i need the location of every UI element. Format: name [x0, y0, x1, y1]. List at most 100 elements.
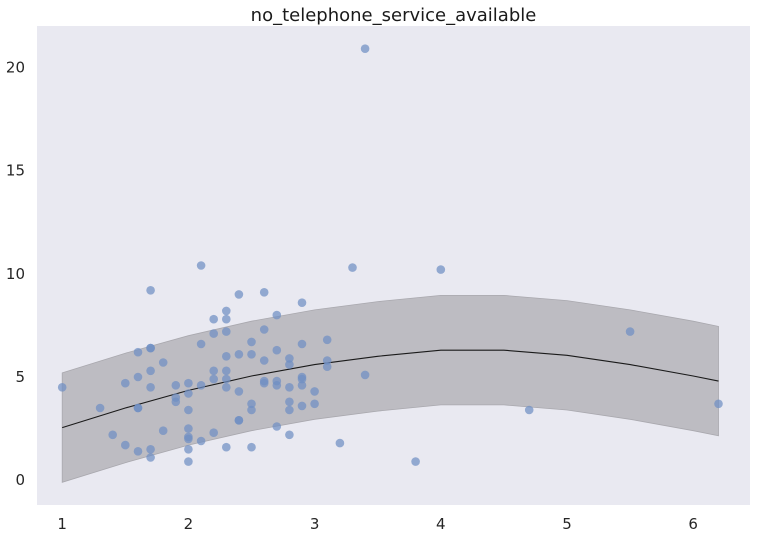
data-point: [171, 397, 181, 407]
data-point: [146, 453, 155, 462]
data-point: [259, 288, 269, 297]
y-tick-label: 15: [6, 162, 25, 180]
data-point: [133, 447, 143, 456]
data-point: [625, 327, 635, 336]
data-point: [184, 457, 193, 466]
data-point: [247, 350, 256, 359]
data-point: [121, 440, 130, 450]
data-point: [272, 381, 282, 390]
data-point: [146, 343, 155, 353]
data-point: [146, 445, 155, 454]
data-point: [285, 405, 294, 415]
data-point: [196, 339, 206, 349]
data-point: [272, 422, 282, 431]
data-point: [322, 362, 332, 372]
data-point: [158, 358, 168, 367]
data-point: [285, 360, 294, 369]
data-point: [247, 405, 256, 415]
x-tick-labels: 1 2 3 4 5 6: [57, 515, 698, 533]
data-point: [184, 424, 193, 433]
confidence-band-layer: [61, 295, 719, 483]
data-point: [285, 354, 294, 363]
data-point: [209, 366, 218, 376]
data-point: [297, 381, 307, 390]
data-point: [310, 399, 319, 409]
data-point: [222, 327, 231, 336]
data-point: [184, 405, 193, 415]
data-point: [297, 298, 307, 308]
data-point: [133, 403, 143, 413]
x-tick-label: 3: [310, 515, 320, 533]
data-point: [234, 290, 244, 299]
data-point: [297, 374, 307, 384]
data-point: [171, 381, 181, 390]
data-point: [259, 325, 269, 334]
data-point: [209, 329, 218, 338]
data-point: [121, 378, 130, 388]
data-point: [285, 397, 294, 407]
data-point: [57, 383, 67, 392]
data-point: [196, 436, 206, 446]
y-tick-labels: 0 5 10 15 20: [6, 58, 25, 489]
data-point: [247, 442, 256, 452]
points-layer: [57, 44, 723, 466]
data-point: [222, 306, 231, 316]
data-point: [524, 405, 534, 415]
data-point: [272, 310, 282, 320]
data-point: [285, 430, 294, 440]
data-point: [247, 337, 256, 347]
data-point: [348, 263, 357, 272]
y-tick-label: 10: [6, 265, 25, 283]
data-point: [146, 286, 155, 295]
y-tick-label: 0: [15, 471, 25, 489]
fit-line: [62, 349, 719, 429]
data-point: [360, 370, 370, 380]
data-point: [335, 438, 345, 448]
data-point: [95, 403, 105, 413]
data-point: [234, 350, 244, 359]
confidence-band: [61, 295, 719, 483]
data-point: [411, 457, 420, 466]
x-tick-label: 2: [184, 515, 194, 533]
y-tick-label: 5: [15, 368, 25, 386]
data-point: [133, 347, 143, 357]
data-point: [209, 374, 218, 384]
data-point: [322, 335, 332, 345]
data-point: [322, 356, 332, 365]
data-point: [297, 401, 307, 411]
data-point: [196, 261, 206, 270]
data-point: [184, 434, 193, 444]
data-point: [714, 399, 723, 409]
data-point: [259, 356, 269, 365]
data-point: [297, 339, 307, 349]
data-point: [247, 399, 256, 409]
data-point: [222, 374, 231, 384]
x-tick-label: 4: [436, 515, 446, 533]
data-point: [234, 416, 244, 425]
data-point: [285, 383, 294, 392]
data-point: [209, 428, 218, 438]
data-point: [222, 366, 231, 376]
data-point: [222, 442, 231, 452]
data-point: [158, 426, 168, 436]
fit-line-layer: [62, 349, 719, 429]
data-point: [209, 314, 218, 324]
x-tick-label: 5: [562, 515, 572, 533]
data-point: [360, 44, 370, 53]
y-tick-label: 20: [6, 58, 25, 76]
data-point: [133, 372, 143, 382]
data-point: [146, 383, 155, 392]
data-point: [146, 366, 155, 376]
data-point: [234, 387, 244, 396]
x-tick-label: 1: [57, 515, 67, 533]
data-point: [222, 383, 231, 392]
data-point: [259, 378, 269, 388]
data-point: [272, 345, 282, 355]
x-tick-label: 6: [688, 515, 698, 533]
data-point: [184, 389, 193, 398]
data-point: [436, 265, 446, 274]
data-point: [108, 430, 117, 440]
data-point: [184, 445, 193, 454]
chart-title: no_telephone_service_available: [251, 5, 537, 26]
